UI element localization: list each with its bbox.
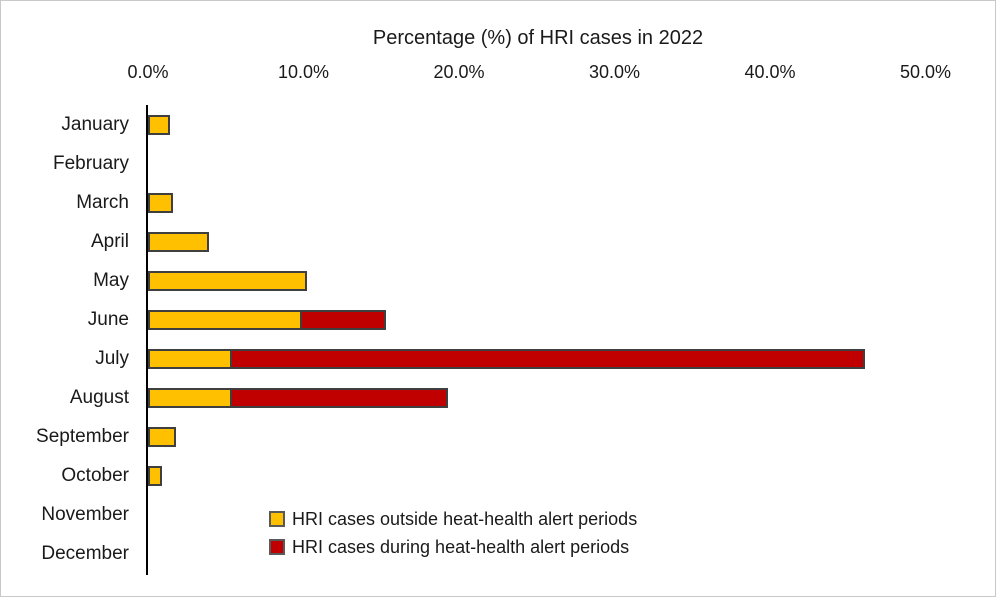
category-label: June — [87, 309, 129, 330]
bar-segment — [299, 309, 386, 330]
legend-item-during: HRI cases during heat-health alert perio… — [269, 533, 637, 561]
category-label: December — [41, 543, 129, 564]
category-label: March — [76, 192, 129, 213]
bar-segment — [229, 348, 865, 369]
legend-swatch-during-icon — [269, 539, 285, 555]
bar-segment — [148, 270, 307, 291]
category-label: July — [95, 348, 129, 369]
bar-segment — [148, 309, 302, 330]
x-tick-label: 0.0% — [127, 62, 169, 82]
category-label: January — [61, 114, 129, 135]
category-label: November — [41, 504, 129, 525]
chart-title: Percentage (%) of HRI cases in 2022 — [372, 27, 704, 49]
bar-segment — [148, 348, 232, 369]
legend-label-during: HRI cases during heat-health alert perio… — [292, 536, 630, 557]
bar-segment — [229, 387, 449, 408]
category-label: April — [90, 231, 129, 252]
legend-swatch-outside-icon — [269, 511, 285, 527]
category-label: September — [36, 426, 129, 447]
legend-item-outside: HRI cases outside heat-health alert peri… — [269, 505, 637, 533]
bar-segment — [148, 465, 162, 486]
category-label: August — [69, 387, 129, 408]
bar-segment — [148, 231, 209, 252]
x-tick-label: 50.0% — [899, 62, 952, 82]
bar-segment — [148, 387, 232, 408]
legend-label-outside: HRI cases outside heat-health alert peri… — [292, 508, 638, 529]
category-axis-line — [146, 105, 148, 575]
category-label: May — [93, 270, 129, 291]
bar-segment — [148, 114, 170, 135]
x-tick-label: 10.0% — [277, 62, 330, 82]
legend: HRI cases outside heat-health alert peri… — [269, 505, 637, 561]
x-tick-label: 20.0% — [433, 62, 485, 82]
category-label: February — [52, 153, 129, 174]
x-tick-label: 30.0% — [588, 62, 641, 82]
bar-segment — [148, 192, 173, 213]
category-label: October — [61, 465, 129, 486]
bar-segment — [148, 426, 176, 447]
x-tick-label: 40.0% — [744, 62, 796, 82]
